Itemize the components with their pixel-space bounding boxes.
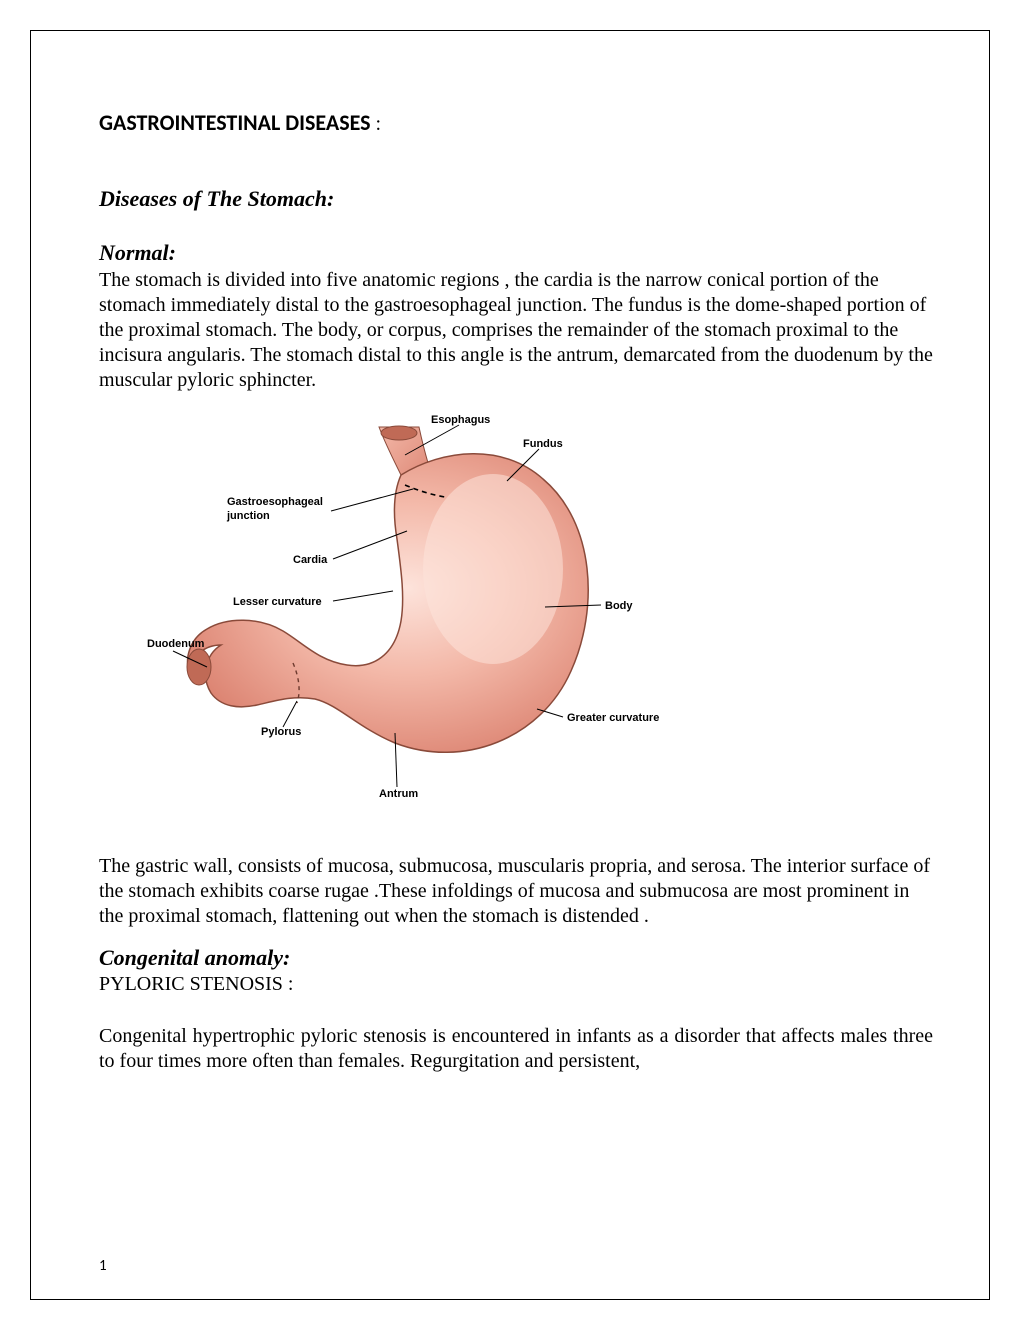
- heading-congenital: Congenital anomaly:: [99, 945, 933, 971]
- label-antrum: Antrum: [379, 788, 418, 800]
- label-greater: Greater curvature: [567, 712, 659, 724]
- page-border: GASTROINTESTINAL DISEASES : Diseases of …: [30, 30, 990, 1300]
- doc-title: GASTROINTESTINAL DISEASES :: [99, 109, 933, 136]
- label-gej-2: junction: [226, 510, 270, 522]
- heading-diseases: Diseases of The Stomach:: [99, 186, 933, 212]
- label-fundus: Fundus: [523, 438, 563, 450]
- title-text: GASTROINTESTINAL DISEASES: [99, 109, 371, 136]
- label-pylorus: Pylorus: [261, 726, 301, 738]
- figure-container: Esophagus Fundus Gastroesophageal juncti…: [99, 409, 933, 814]
- label-esophagus: Esophagus: [431, 414, 490, 426]
- label-body: Body: [605, 600, 633, 612]
- label-lesser: Lesser curvature: [233, 596, 322, 608]
- label-cardia: Cardia: [293, 554, 328, 566]
- stomach-svg: Esophagus Fundus Gastroesophageal juncti…: [143, 409, 703, 809]
- title-colon: :: [371, 113, 382, 135]
- paragraph-wall: The gastric wall, consists of mucosa, su…: [99, 854, 933, 929]
- page-number: 1: [99, 1257, 107, 1275]
- label-gej-1: Gastroesophageal: [227, 496, 323, 508]
- stomach-diagram: Esophagus Fundus Gastroesophageal juncti…: [143, 409, 703, 814]
- label-duodenum: Duodenum: [147, 638, 205, 650]
- paragraph-pyloric: Congenital hypertrophic pyloric stenosis…: [99, 1024, 933, 1074]
- pyloric-title: PYLORIC STENOSIS :: [99, 973, 933, 996]
- page: GASTROINTESTINAL DISEASES : Diseases of …: [0, 0, 1020, 1320]
- heading-normal: Normal:: [99, 240, 933, 266]
- paragraph-normal: The stomach is divided into five anatomi…: [99, 268, 933, 393]
